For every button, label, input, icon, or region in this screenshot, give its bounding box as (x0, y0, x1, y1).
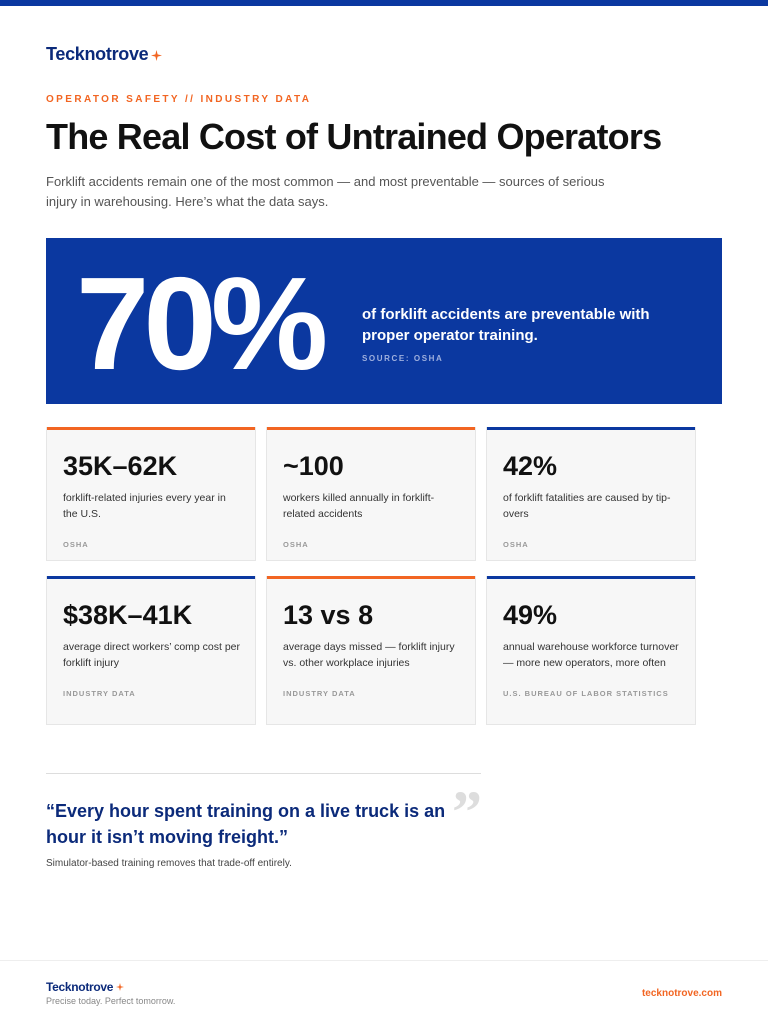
card-text: average direct workers’ comp cost per fo… (63, 641, 241, 669)
card-accent (267, 427, 475, 430)
subtitle: Forklift accidents remain one of the mos… (46, 174, 605, 209)
card-accent (487, 427, 695, 430)
url: tecknotrove.com (641, 988, 722, 999)
star-icon (116, 982, 125, 991)
quote: “Every hour spent training on a live tru… (46, 801, 446, 847)
quote-caption: Simulator-based training removes that tr… (46, 858, 292, 869)
card-text: average days missed — forklift injury vs… (283, 641, 455, 669)
stat-card: 49% annual warehouse workforce turnover —… (486, 576, 696, 725)
eyebrow: OPERATOR SAFETY // INDUSTRY DATA (46, 94, 312, 105)
card-source: OSHA (63, 540, 89, 549)
hero-text: of forklift accidents are preventable wi… (362, 306, 650, 344)
hero-stat: 70% (76, 250, 328, 397)
footer-logo: Tecknotrove (46, 978, 125, 996)
card-accent (47, 576, 255, 579)
card-accent (267, 576, 475, 579)
card-stat: 49% (503, 600, 558, 630)
card-accent (47, 427, 255, 430)
divider (46, 773, 481, 774)
card-stat: $38K–41K (63, 600, 193, 630)
card-text: forklift-related injuries every year in … (63, 492, 226, 520)
card-stat: 13 vs 8 (283, 600, 374, 630)
card-source: INDUSTRY DATA (63, 689, 136, 698)
hero: 70% of forklift accidents are preventabl… (46, 238, 722, 404)
card-text: annual warehouse workforce turnover — mo… (503, 641, 679, 669)
card-stat: 35K–62K (63, 451, 178, 481)
star-icon (151, 50, 163, 62)
top-bar (0, 0, 768, 6)
card-source: INDUSTRY DATA (283, 689, 356, 698)
card-text: of forklift fatalities are caused by tip… (503, 492, 671, 520)
card-stat: ~100 (283, 451, 344, 481)
brand: Tecknotrove (46, 44, 149, 64)
quote-mark: ” (452, 779, 482, 845)
footer-brand: Tecknotrove (46, 980, 114, 994)
card-source: OSHA (503, 540, 529, 549)
stat-card: 42% of forklift fatalities are caused by … (486, 427, 696, 561)
card-source: OSHA (283, 540, 309, 549)
logo: Tecknotrove (46, 44, 163, 65)
stat-card: 35K–62K forklift-related injuries every y… (46, 427, 256, 561)
title: The Real Cost of Untrained Operators (46, 116, 662, 157)
hero-source: SOURCE: OSHA (362, 354, 444, 363)
stat-card: ~100 workers killed annually in forklift-… (266, 427, 476, 561)
stat-card: $38K–41K average direct workers’ comp cos… (46, 576, 256, 725)
card-stat: 42% (503, 451, 558, 481)
card-text: workers killed annually in forklift-rela… (283, 492, 435, 520)
card-source: U.S. BUREAU OF LABOR STATISTICS (503, 689, 669, 698)
tagline: Precise today. Perfect tomorrow. (46, 996, 176, 1006)
footer-line (0, 960, 768, 961)
card-accent (487, 576, 695, 579)
stat-card: 13 vs 8 average days missed — forklift in… (266, 576, 476, 725)
